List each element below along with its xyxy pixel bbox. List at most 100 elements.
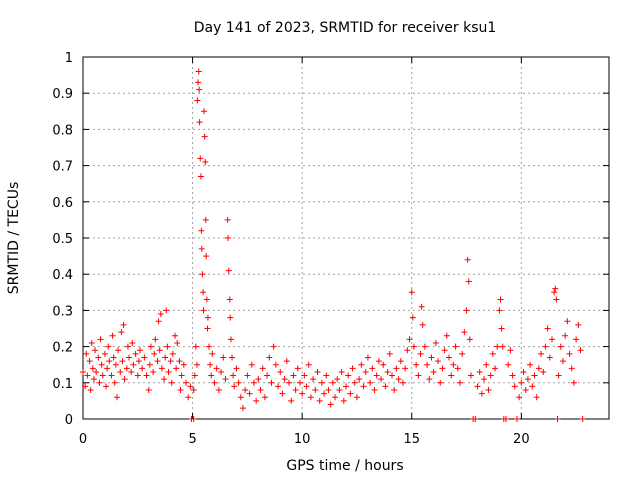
data-point (437, 379, 444, 386)
data-point (288, 397, 295, 404)
data-point (516, 394, 523, 401)
data-point (150, 368, 157, 375)
data-point (123, 365, 130, 372)
data-point (206, 343, 213, 350)
data-point (235, 379, 242, 386)
data-point (299, 390, 306, 397)
data-point (113, 394, 120, 401)
data-point (575, 321, 582, 328)
x-tick-label: 5 (188, 432, 196, 447)
data-point (275, 383, 282, 390)
data-point (173, 365, 180, 372)
data-point (200, 289, 207, 296)
data-point (157, 311, 164, 318)
data-point (226, 296, 233, 303)
data-point (183, 379, 190, 386)
y-axis-label: SRMTID / TECUs (6, 182, 22, 295)
data-point (264, 372, 271, 379)
data-point (110, 354, 117, 361)
data-point (353, 394, 360, 401)
data-point (115, 347, 122, 354)
data-point (195, 79, 202, 86)
data-point (505, 361, 512, 368)
data-point (408, 289, 415, 296)
data-point (511, 383, 518, 390)
y-tick-label: 0.3 (52, 304, 73, 319)
data-point (579, 416, 586, 422)
data-point (568, 365, 575, 372)
data-point (456, 379, 463, 386)
data-point (351, 379, 358, 386)
data-point (250, 379, 257, 386)
data-point (225, 267, 232, 274)
data-point (513, 416, 520, 422)
y-tick-labels: 0 0.1 0.2 0.3 0.4 0.5 0.6 0.7 0.8 0.9 1 (52, 51, 73, 428)
axis-ticks (82, 56, 609, 420)
data-point (417, 350, 424, 357)
data-point (233, 365, 240, 372)
data-point (466, 336, 473, 343)
data-point (201, 133, 208, 140)
data-point (211, 379, 218, 386)
data-point (203, 296, 210, 303)
data-point (154, 358, 161, 365)
data-point (230, 372, 237, 379)
data-point (208, 372, 215, 379)
data-point (325, 387, 332, 394)
data-point (343, 383, 349, 390)
data-point (424, 361, 431, 368)
data-point (103, 383, 110, 390)
data-point (296, 379, 303, 386)
data-point (132, 350, 139, 357)
data-point (461, 329, 468, 336)
y-tick-label: 0.5 (52, 232, 73, 247)
data-point (406, 336, 413, 343)
data-point (152, 336, 159, 343)
data-point (349, 365, 356, 372)
data-point (244, 372, 251, 379)
data-point (305, 361, 312, 368)
data-point (448, 372, 455, 379)
data-point (98, 361, 105, 368)
data-point (192, 343, 199, 350)
data-point (80, 368, 86, 375)
data-point (185, 394, 192, 401)
data-point (198, 245, 205, 252)
data-point (268, 379, 275, 386)
data-point (139, 365, 146, 372)
data-point (225, 235, 232, 241)
data-point (301, 372, 308, 379)
data-point (174, 339, 181, 346)
data-point (87, 387, 94, 394)
data-point (279, 390, 286, 397)
data-point (222, 376, 229, 383)
data-point (395, 376, 402, 383)
data-point (465, 278, 472, 285)
data-point (321, 390, 328, 397)
data-point (239, 405, 246, 412)
data-point (397, 358, 404, 365)
data-point (371, 387, 378, 394)
data-point (177, 387, 184, 394)
data-point (93, 368, 100, 375)
data-point (382, 383, 389, 390)
data-point (553, 296, 560, 303)
data-point (334, 376, 341, 383)
data-point (231, 383, 238, 390)
data-point (467, 372, 474, 379)
data-point (104, 365, 111, 372)
data-point (147, 343, 154, 350)
data-point (524, 376, 531, 383)
data-point (193, 361, 200, 368)
data-point (554, 416, 561, 422)
data-point (124, 343, 131, 350)
data-point (389, 372, 396, 379)
data-point (112, 361, 119, 368)
data-point (303, 383, 310, 390)
data-point (257, 387, 264, 394)
data-point (393, 365, 400, 372)
data-point (204, 314, 211, 321)
data-point (413, 361, 420, 368)
data-point (143, 372, 150, 379)
data-point (345, 372, 352, 379)
